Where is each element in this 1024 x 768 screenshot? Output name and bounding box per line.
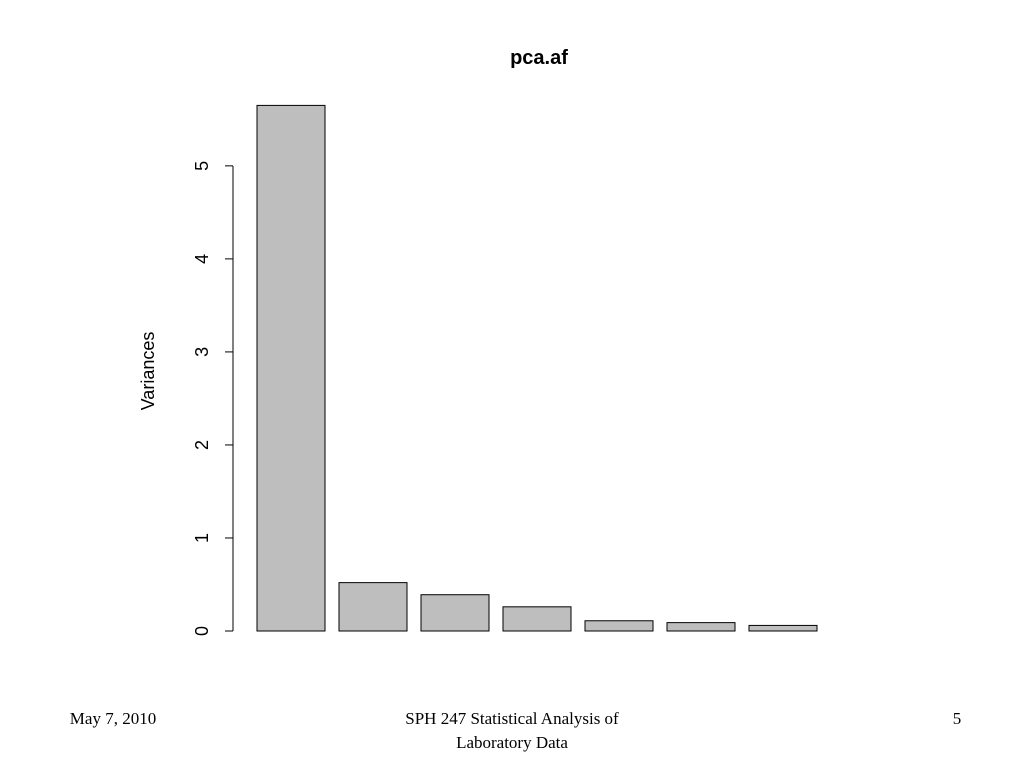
- footer-course: Laboratory Data: [456, 733, 568, 752]
- y-tick-label: 5: [192, 161, 212, 171]
- y-tick-label: 3: [192, 347, 212, 357]
- bar: [748, 624, 818, 632]
- y-tick-label: 1: [192, 533, 212, 543]
- bar: [502, 606, 572, 632]
- footer-page: 5: [953, 709, 962, 728]
- footer-date: May 7, 2010: [70, 709, 156, 728]
- y-tick-label: 4: [192, 254, 212, 264]
- bar: [256, 104, 326, 632]
- y-tick-label: 0: [192, 626, 212, 636]
- footer-course: SPH 247 Statistical Analysis of: [405, 709, 619, 728]
- bar: [338, 582, 408, 632]
- y-axis-label: Variances: [138, 332, 158, 411]
- y-tick-label: 2: [192, 440, 212, 450]
- bar: [420, 594, 490, 632]
- bar: [666, 622, 736, 632]
- chart-title: pca.af: [510, 47, 568, 69]
- bar: [584, 620, 654, 632]
